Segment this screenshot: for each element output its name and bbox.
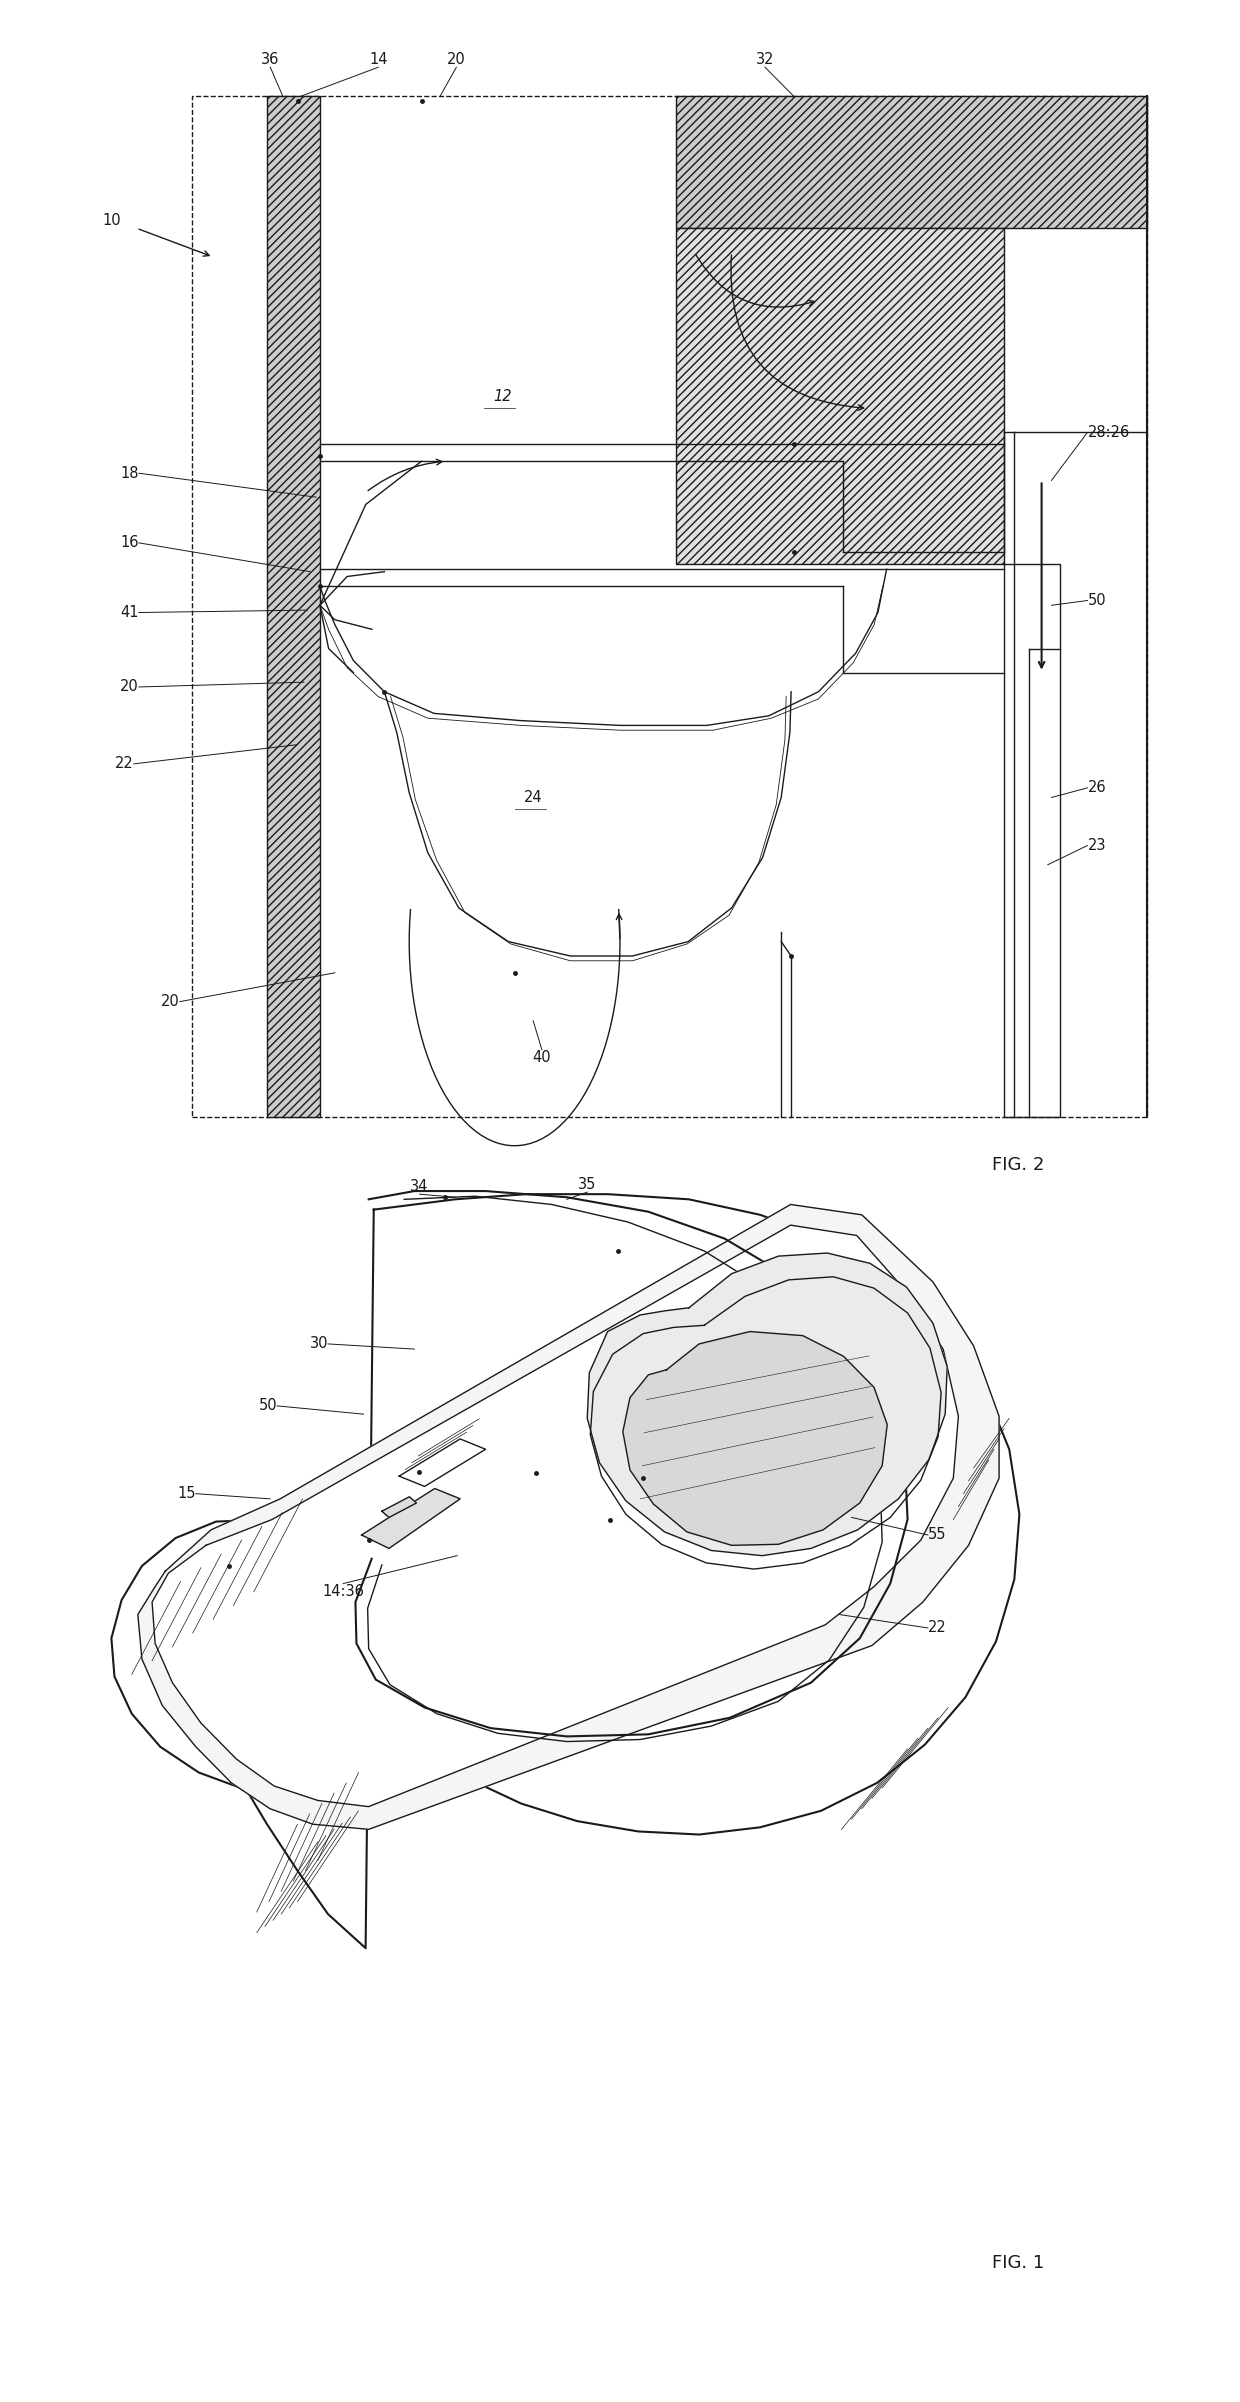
Polygon shape [588, 1254, 947, 1556]
Polygon shape [399, 1439, 486, 1487]
Text: 20: 20 [161, 994, 180, 1009]
Bar [267, 96, 320, 1117]
Text: 15: 15 [177, 1487, 196, 1501]
Text: 28:26: 28:26 [1087, 425, 1130, 440]
Text: 12: 12 [494, 389, 511, 404]
Text: 22: 22 [115, 757, 134, 771]
Text: 55: 55 [928, 1528, 946, 1542]
Text: 14: 14 [370, 53, 387, 67]
Text: 26: 26 [1087, 781, 1106, 795]
Text: FIG. 2: FIG. 2 [992, 1155, 1044, 1175]
Bar [192, 96, 1147, 1117]
Text: 20: 20 [446, 53, 466, 67]
Polygon shape [138, 1203, 999, 1830]
Text: 50: 50 [258, 1398, 277, 1412]
Text: 22: 22 [928, 1621, 946, 1636]
Text: 41: 41 [120, 605, 139, 620]
Text: 18: 18 [120, 466, 139, 480]
Text: 20: 20 [120, 680, 139, 694]
Text: 50: 50 [1087, 593, 1106, 608]
Text: 36: 36 [262, 53, 279, 67]
Polygon shape [362, 1489, 460, 1549]
Text: 23: 23 [1087, 838, 1106, 853]
Bar [1004, 564, 1060, 1117]
Polygon shape [153, 1225, 959, 1806]
Text: FIG. 1: FIG. 1 [992, 2253, 1044, 2272]
Text: 10: 10 [103, 214, 122, 228]
Polygon shape [382, 1496, 417, 1518]
Text: 16: 16 [120, 536, 139, 550]
Bar [676, 96, 1147, 228]
Text: 24: 24 [523, 790, 543, 805]
Text: 34: 34 [410, 1179, 429, 1194]
Bar [676, 228, 1004, 564]
Polygon shape [112, 1194, 1019, 1948]
Text: 32: 32 [756, 53, 774, 67]
Text: 35: 35 [578, 1177, 596, 1191]
Text: 40: 40 [532, 1050, 552, 1064]
Polygon shape [622, 1331, 887, 1544]
Text: 14:36: 14:36 [322, 1583, 365, 1600]
Text: 30: 30 [310, 1336, 327, 1352]
